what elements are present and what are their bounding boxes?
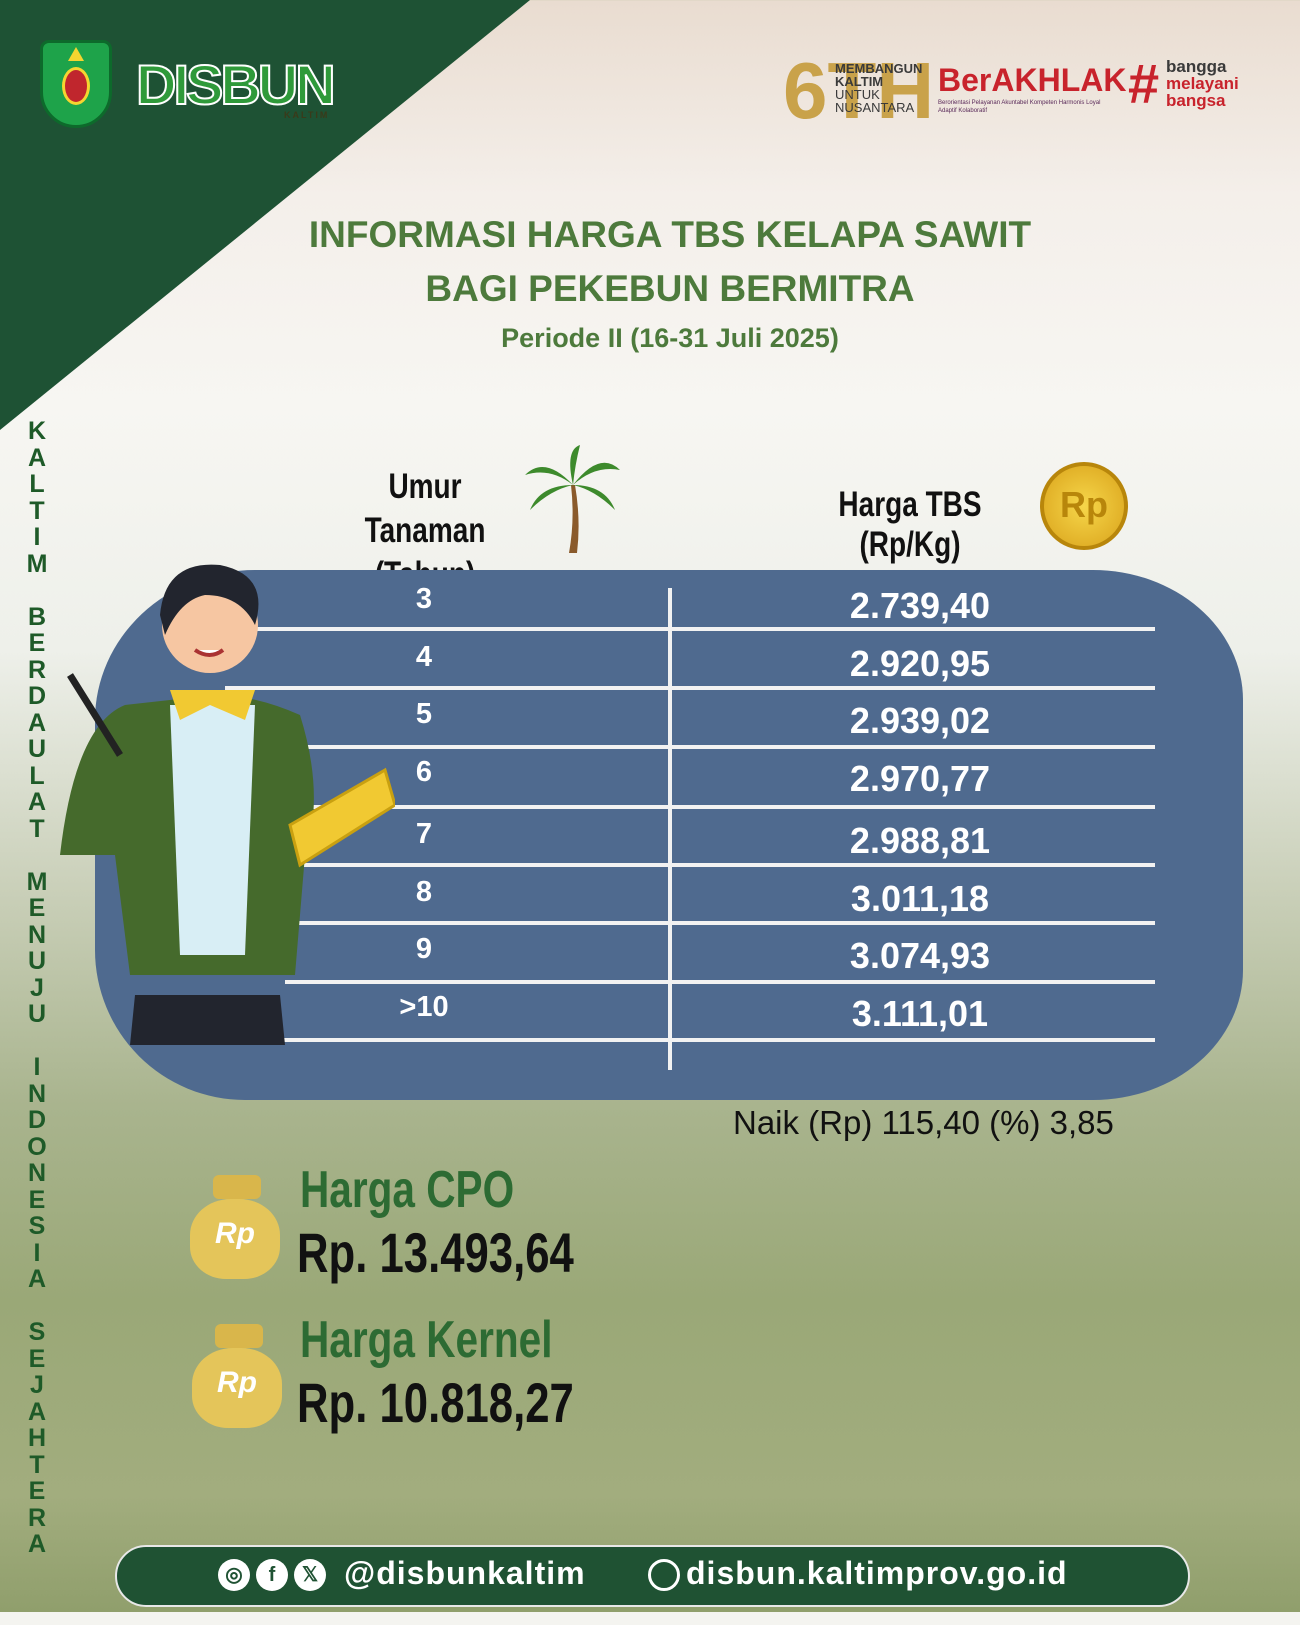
slogan-letter: I — [33, 1053, 41, 1081]
slogan-letter: S — [28, 1318, 46, 1346]
table-cell-price: 2.939,02 — [849, 700, 991, 741]
slogan-letter: N — [27, 1079, 47, 1108]
slogan-letter — [22, 1293, 52, 1320]
slogan-letter: O — [27, 1132, 47, 1161]
slogan-letter: A — [27, 443, 47, 472]
table-row-divider — [250, 863, 1155, 867]
table-row-divider — [230, 805, 1155, 809]
table-cell-price: 3.111,01 — [851, 993, 989, 1034]
table-cell-price: 3.074,93 — [849, 935, 991, 976]
slogan-letter: D — [27, 1106, 47, 1134]
slogan-letter — [22, 577, 52, 604]
slogan-letter: E — [28, 1344, 46, 1373]
money-bag-icon-kernel: Rp — [192, 1324, 287, 1428]
table-cell-price: 2.920,95 — [849, 643, 991, 684]
table-cell-age: >10 — [399, 991, 449, 1023]
price-change-text: Naik (Rp) 115,40 (%) 3,85 — [733, 1104, 1114, 1141]
slogan-letter: D — [27, 682, 47, 710]
table-cell-age: 8 — [415, 876, 433, 908]
slogan-letter: E — [28, 629, 46, 657]
x-twitter-icon[interactable]: 𝕏 — [294, 1559, 326, 1591]
slogan-letter: A — [27, 1530, 47, 1558]
slogan-letter: U — [27, 1000, 47, 1028]
slogan-letter: T — [29, 1450, 45, 1479]
presenter-illustration — [55, 555, 397, 1045]
slogan-letter: A — [27, 1397, 47, 1426]
slogan-letter: J — [30, 1371, 44, 1399]
slogan-letter: I — [33, 1238, 41, 1267]
slogan-letter: E — [28, 894, 46, 922]
slogan-letter: H — [27, 1424, 47, 1452]
table-row-divider — [225, 686, 1155, 690]
table-cell-price: 3.011,18 — [850, 878, 990, 919]
instagram-icon[interactable]: ◎ — [218, 1559, 250, 1591]
slogan-letter: M — [26, 867, 48, 896]
table-cell-age: 3 — [415, 583, 433, 615]
slogan-letter: A — [27, 788, 47, 816]
money-bag-icon-cpo: Rp — [190, 1175, 285, 1279]
slogan-letter: M — [26, 549, 48, 578]
table-row-divider — [282, 921, 1155, 925]
slogan-letter: A — [27, 1265, 47, 1293]
period-text: Periode II (16-31 Juli 2025) — [501, 323, 839, 353]
palm-tree-icon — [525, 445, 620, 555]
table-row-divider — [215, 745, 1155, 749]
table-cell-price: 2.970,77 — [849, 758, 991, 799]
slogan-letter: I — [33, 523, 41, 551]
slogan-letter: T — [29, 814, 45, 843]
slogan-letter: U — [27, 947, 47, 975]
slogan-letter: N — [27, 1159, 47, 1187]
slogan-letter: L — [29, 761, 45, 790]
kaltim-emblem-logo — [40, 40, 112, 128]
website-link[interactable]: disbun.kaltimprov.go.id — [686, 1555, 1068, 1591]
kernel-label: Harga Kernel — [300, 1311, 553, 1369]
anniversary-text: MEMBANGUN KALTIM UNTUK NUSANTARA — [835, 61, 923, 115]
title-line1: INFORMASI HARGA TBS KELAPA SAWIT — [308, 214, 1032, 255]
bottom-strip — [0, 1612, 1300, 1625]
slogan-letter: A — [27, 708, 47, 737]
slogan-letter: N — [27, 920, 47, 949]
disbun-logo: DISBUN KALTIM — [135, 52, 337, 120]
title-line2: BAGI PEKEBUN BERMITRA — [425, 268, 915, 309]
facebook-icon[interactable]: f — [256, 1559, 288, 1591]
cpo-value: Rp. 13.493,64 — [297, 1221, 574, 1284]
rupiah-coin-icon: Rp — [1040, 462, 1128, 550]
slogan-letter: L — [29, 470, 45, 498]
slogan-letter: T — [29, 496, 45, 525]
slogan-letter: S — [28, 1212, 46, 1240]
cpo-label: Harga CPO — [300, 1161, 515, 1219]
table-cell-price: 2.988,81 — [849, 820, 991, 861]
berakhlak-logo: BerAKHLAK Berorientasi Pelayanan Akuntab… — [938, 62, 1127, 114]
slogan-letter: E — [28, 1185, 46, 1214]
slogan-letter: E — [28, 1477, 46, 1505]
slogan-letter — [22, 842, 52, 869]
slogan-letter: J — [30, 973, 44, 1002]
table-cell-age: 4 — [415, 641, 433, 673]
slogan-letter — [22, 1028, 52, 1055]
table-row-divider — [205, 1038, 1155, 1042]
table-row-divider — [240, 627, 1155, 631]
table-row-divider — [285, 980, 1155, 984]
table-cell-price: 2.739,40 — [849, 585, 991, 626]
table-divider — [668, 588, 672, 1070]
slogan-letter: R — [27, 655, 47, 684]
slogan-letter: K — [27, 417, 47, 445]
slogan-letter: R — [27, 1503, 47, 1532]
globe-icon — [648, 1559, 680, 1591]
slogan-letter: B — [27, 602, 47, 631]
col-header-price: Harga TBS (Rp/Kg) — [838, 485, 982, 564]
table-cell-age: 9 — [415, 933, 433, 965]
social-handle[interactable]: @disbunkaltim — [344, 1555, 586, 1591]
kernel-value: Rp. 10.818,27 — [297, 1371, 574, 1434]
table-cell-age: 5 — [415, 698, 433, 730]
slogan-letter: U — [27, 735, 47, 763]
table-cell-age: 7 — [415, 818, 433, 850]
table-cell-age: 6 — [415, 756, 433, 788]
